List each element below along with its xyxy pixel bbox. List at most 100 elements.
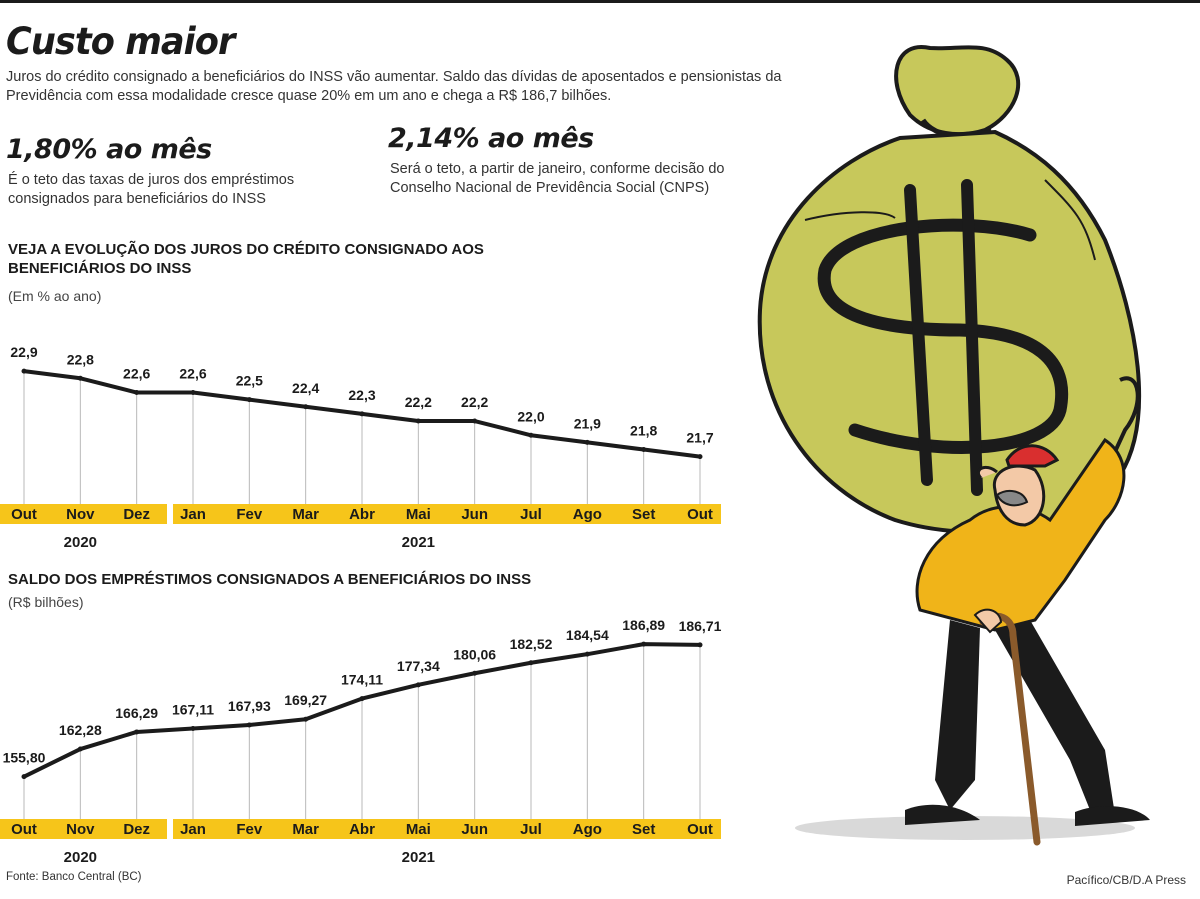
stat-new-value: 2,14% ao mês: [388, 123, 594, 154]
bag-fold-2: [1044, 179, 1096, 261]
page-title: Custo maior: [6, 20, 235, 63]
stat-current-desc: É o teto das taxas de juros dos emprésti…: [8, 172, 295, 207]
month-label: Jan: [180, 821, 206, 838]
data-label: 21,8: [630, 423, 657, 439]
data-point: [415, 418, 421, 424]
month-label: Mai: [406, 821, 431, 838]
data-point: [641, 447, 647, 453]
data-label: 22,5: [236, 373, 263, 389]
month-label: Dez: [123, 821, 150, 838]
year-label: 2020: [64, 849, 97, 866]
month-label: Abr: [349, 821, 375, 838]
month-label: Ago: [573, 506, 602, 523]
lead-text: Juros do crédito consignado a beneficiár…: [6, 69, 782, 104]
data-point: [415, 682, 421, 688]
illustration-credit: Pacífico/CB/D.A Press: [1066, 873, 1186, 887]
month-label: Out: [687, 506, 713, 523]
data-point: [190, 390, 196, 396]
data-point: [472, 418, 478, 424]
chart1-unit: (Em % ao ano): [8, 288, 102, 304]
ground-shadow: [795, 816, 1135, 840]
data-label: 177,34: [397, 658, 440, 674]
data-point: [77, 375, 83, 381]
interest-rate-chart: 22,9 22,8 22,6 22,6 22,5 22,4 22,3 22,2 22,2 22,0…: [0, 344, 721, 551]
data-label: 167,93: [228, 698, 271, 714]
data-point: [697, 454, 703, 460]
dollar-bar-2: [961, 179, 983, 496]
right-leg: [995, 620, 1115, 815]
month-band-2021: [173, 819, 721, 839]
month-label: Fev: [236, 821, 263, 838]
data-label: 186,89: [622, 617, 665, 633]
data-label: 182,52: [510, 636, 553, 652]
month-label: Jul: [520, 821, 542, 838]
data-label: 162,28: [59, 722, 102, 738]
month-band-2020: [0, 819, 167, 839]
data-point: [641, 641, 647, 647]
dollar-s: [817, 218, 1069, 454]
month-label: Fev: [236, 506, 263, 523]
month-label: Dez: [123, 506, 150, 523]
data-label: 22,8: [67, 351, 94, 367]
data-point: [359, 696, 365, 702]
data-label: 22,3: [348, 387, 375, 403]
left-leg: [935, 620, 980, 810]
data-label: 155,80: [3, 750, 46, 766]
nose: [976, 465, 998, 480]
data-label: 22,6: [179, 366, 206, 382]
top-rule: [0, 0, 1200, 3]
bag-fold-1: [804, 211, 896, 221]
month-band-2020: [0, 504, 167, 524]
data-label: 186,71: [679, 618, 722, 634]
month-label: Abr: [349, 506, 375, 523]
chart1-title: VEJA A EVOLUÇÃO DOS JUROS DO CRÉDITO CON…: [8, 241, 484, 277]
month-label: Set: [632, 821, 655, 838]
month-label: Jan: [180, 506, 206, 523]
data-label: 22,6: [123, 366, 150, 382]
data-label: 21,7: [686, 430, 713, 446]
left-shoe: [905, 804, 980, 825]
data-point: [697, 642, 703, 648]
data-point: [77, 746, 83, 752]
source-note: Fonte: Banco Central (BC): [6, 871, 142, 883]
data-point: [246, 722, 252, 728]
data-label: 167,11: [172, 701, 214, 717]
stat-new-desc: Será o teto, a partir de janeiro, confor…: [390, 161, 725, 196]
data-point: [134, 729, 140, 735]
data-point: [303, 404, 309, 410]
month-band-2021: [173, 504, 721, 524]
data-point: [246, 397, 252, 403]
data-label: 166,29: [115, 705, 158, 721]
right-shoe: [1075, 806, 1150, 826]
data-label: 22,4: [292, 380, 319, 396]
data-point: [584, 439, 590, 445]
money-bag-illustration: [757, 44, 1150, 846]
year-label: 2021: [402, 849, 435, 866]
month-label: Jul: [520, 506, 542, 523]
month-label: Jun: [461, 821, 488, 838]
year-label: 2020: [64, 534, 97, 551]
data-label: 184,54: [566, 627, 609, 643]
bag-knot: [894, 44, 1021, 137]
stat-current-value: 1,80% ao mês: [6, 134, 212, 165]
loan-balance-chart: 155,80 162,28 166,29 167,11 167,93 169,27 174,…: [0, 617, 722, 866]
data-point: [21, 368, 27, 374]
chart2-unit: (R$ bilhões): [8, 594, 84, 610]
data-label: 22,9: [10, 344, 37, 360]
month-label: Nov: [66, 506, 95, 523]
month-label: Ago: [573, 821, 602, 838]
data-label: 22,2: [405, 394, 432, 410]
data-label: 169,27: [284, 692, 327, 708]
month-label: Out: [11, 506, 37, 523]
data-point: [134, 390, 140, 396]
month-label: Out: [687, 821, 713, 838]
month-label: Mar: [292, 506, 319, 523]
month-label: Mai: [406, 506, 431, 523]
data-point: [303, 716, 309, 722]
data-point: [528, 660, 534, 666]
data-point: [584, 651, 590, 657]
data-label: 174,11: [341, 672, 383, 688]
hand-on-cane: [973, 608, 1003, 634]
data-label: 22,2: [461, 394, 488, 410]
month-label: Jun: [461, 506, 488, 523]
